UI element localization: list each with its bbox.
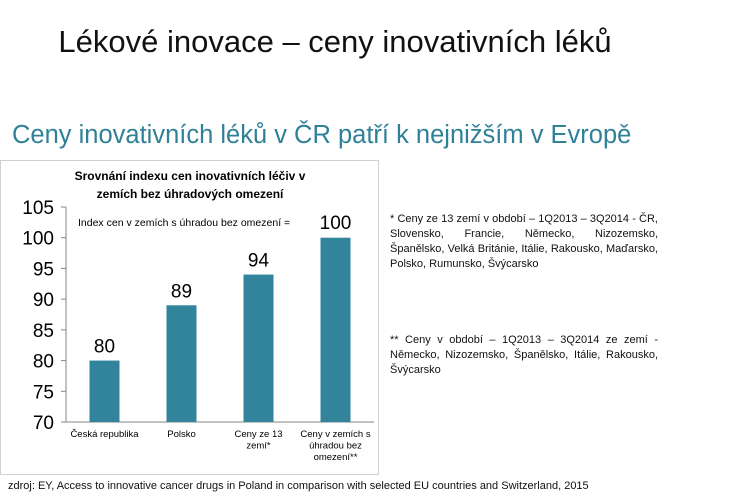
slide-subtitle: Ceny inovativních léků v ČR patří k nejn… (12, 121, 632, 149)
bar (243, 274, 274, 422)
chart-annotation: Index cen v zemích s úhradou bez omezení… (78, 217, 290, 229)
chart-title-line: zemích bez úhradových omezení (97, 187, 284, 201)
y-tick-label: 100 (22, 229, 54, 250)
source-citation: zdroj: EY, Access to innovative cancer d… (8, 480, 589, 492)
category-label: zemí* (246, 441, 271, 452)
bar (320, 237, 351, 422)
y-tick-label: 80 (33, 352, 54, 373)
category-label: Ceny ze 13 (234, 429, 282, 440)
slide-title: Lékové inovace – ceny inovativních léků (58, 24, 612, 59)
y-tick-label: 85 (33, 321, 54, 342)
bar (166, 305, 197, 422)
y-tick-label: 70 (33, 413, 54, 434)
chart-title-line: Srovnání indexu cen inovativních léčiv v (75, 169, 306, 183)
y-tick-label: 95 (33, 259, 54, 280)
bar-value-label: 89 (171, 281, 192, 302)
category-label: úhradou bez (309, 441, 362, 452)
bar-value-label: 80 (94, 337, 115, 358)
bar-value-label: 94 (248, 251, 270, 272)
bar-value-label: 100 (320, 213, 352, 234)
category-label: Polsko (167, 429, 196, 440)
category-label: Ceny v zemích s (300, 429, 370, 440)
y-tick-label: 75 (33, 382, 54, 403)
category-label: Česká republika (70, 429, 139, 440)
footnote-6-countries: ** Ceny v období – 1Q2013 – 3Q2014 ze ze… (390, 334, 658, 376)
bar (89, 360, 120, 422)
footnote-13-countries: * Ceny ze 13 zemí v období – 1Q2013 – 3Q… (390, 213, 658, 270)
y-tick-label: 90 (33, 290, 54, 311)
y-tick-label: 105 (22, 198, 54, 219)
category-label: omezení** (314, 452, 358, 463)
bar-chart: Srovnání indexu cen inovativních léčiv v… (0, 160, 379, 475)
